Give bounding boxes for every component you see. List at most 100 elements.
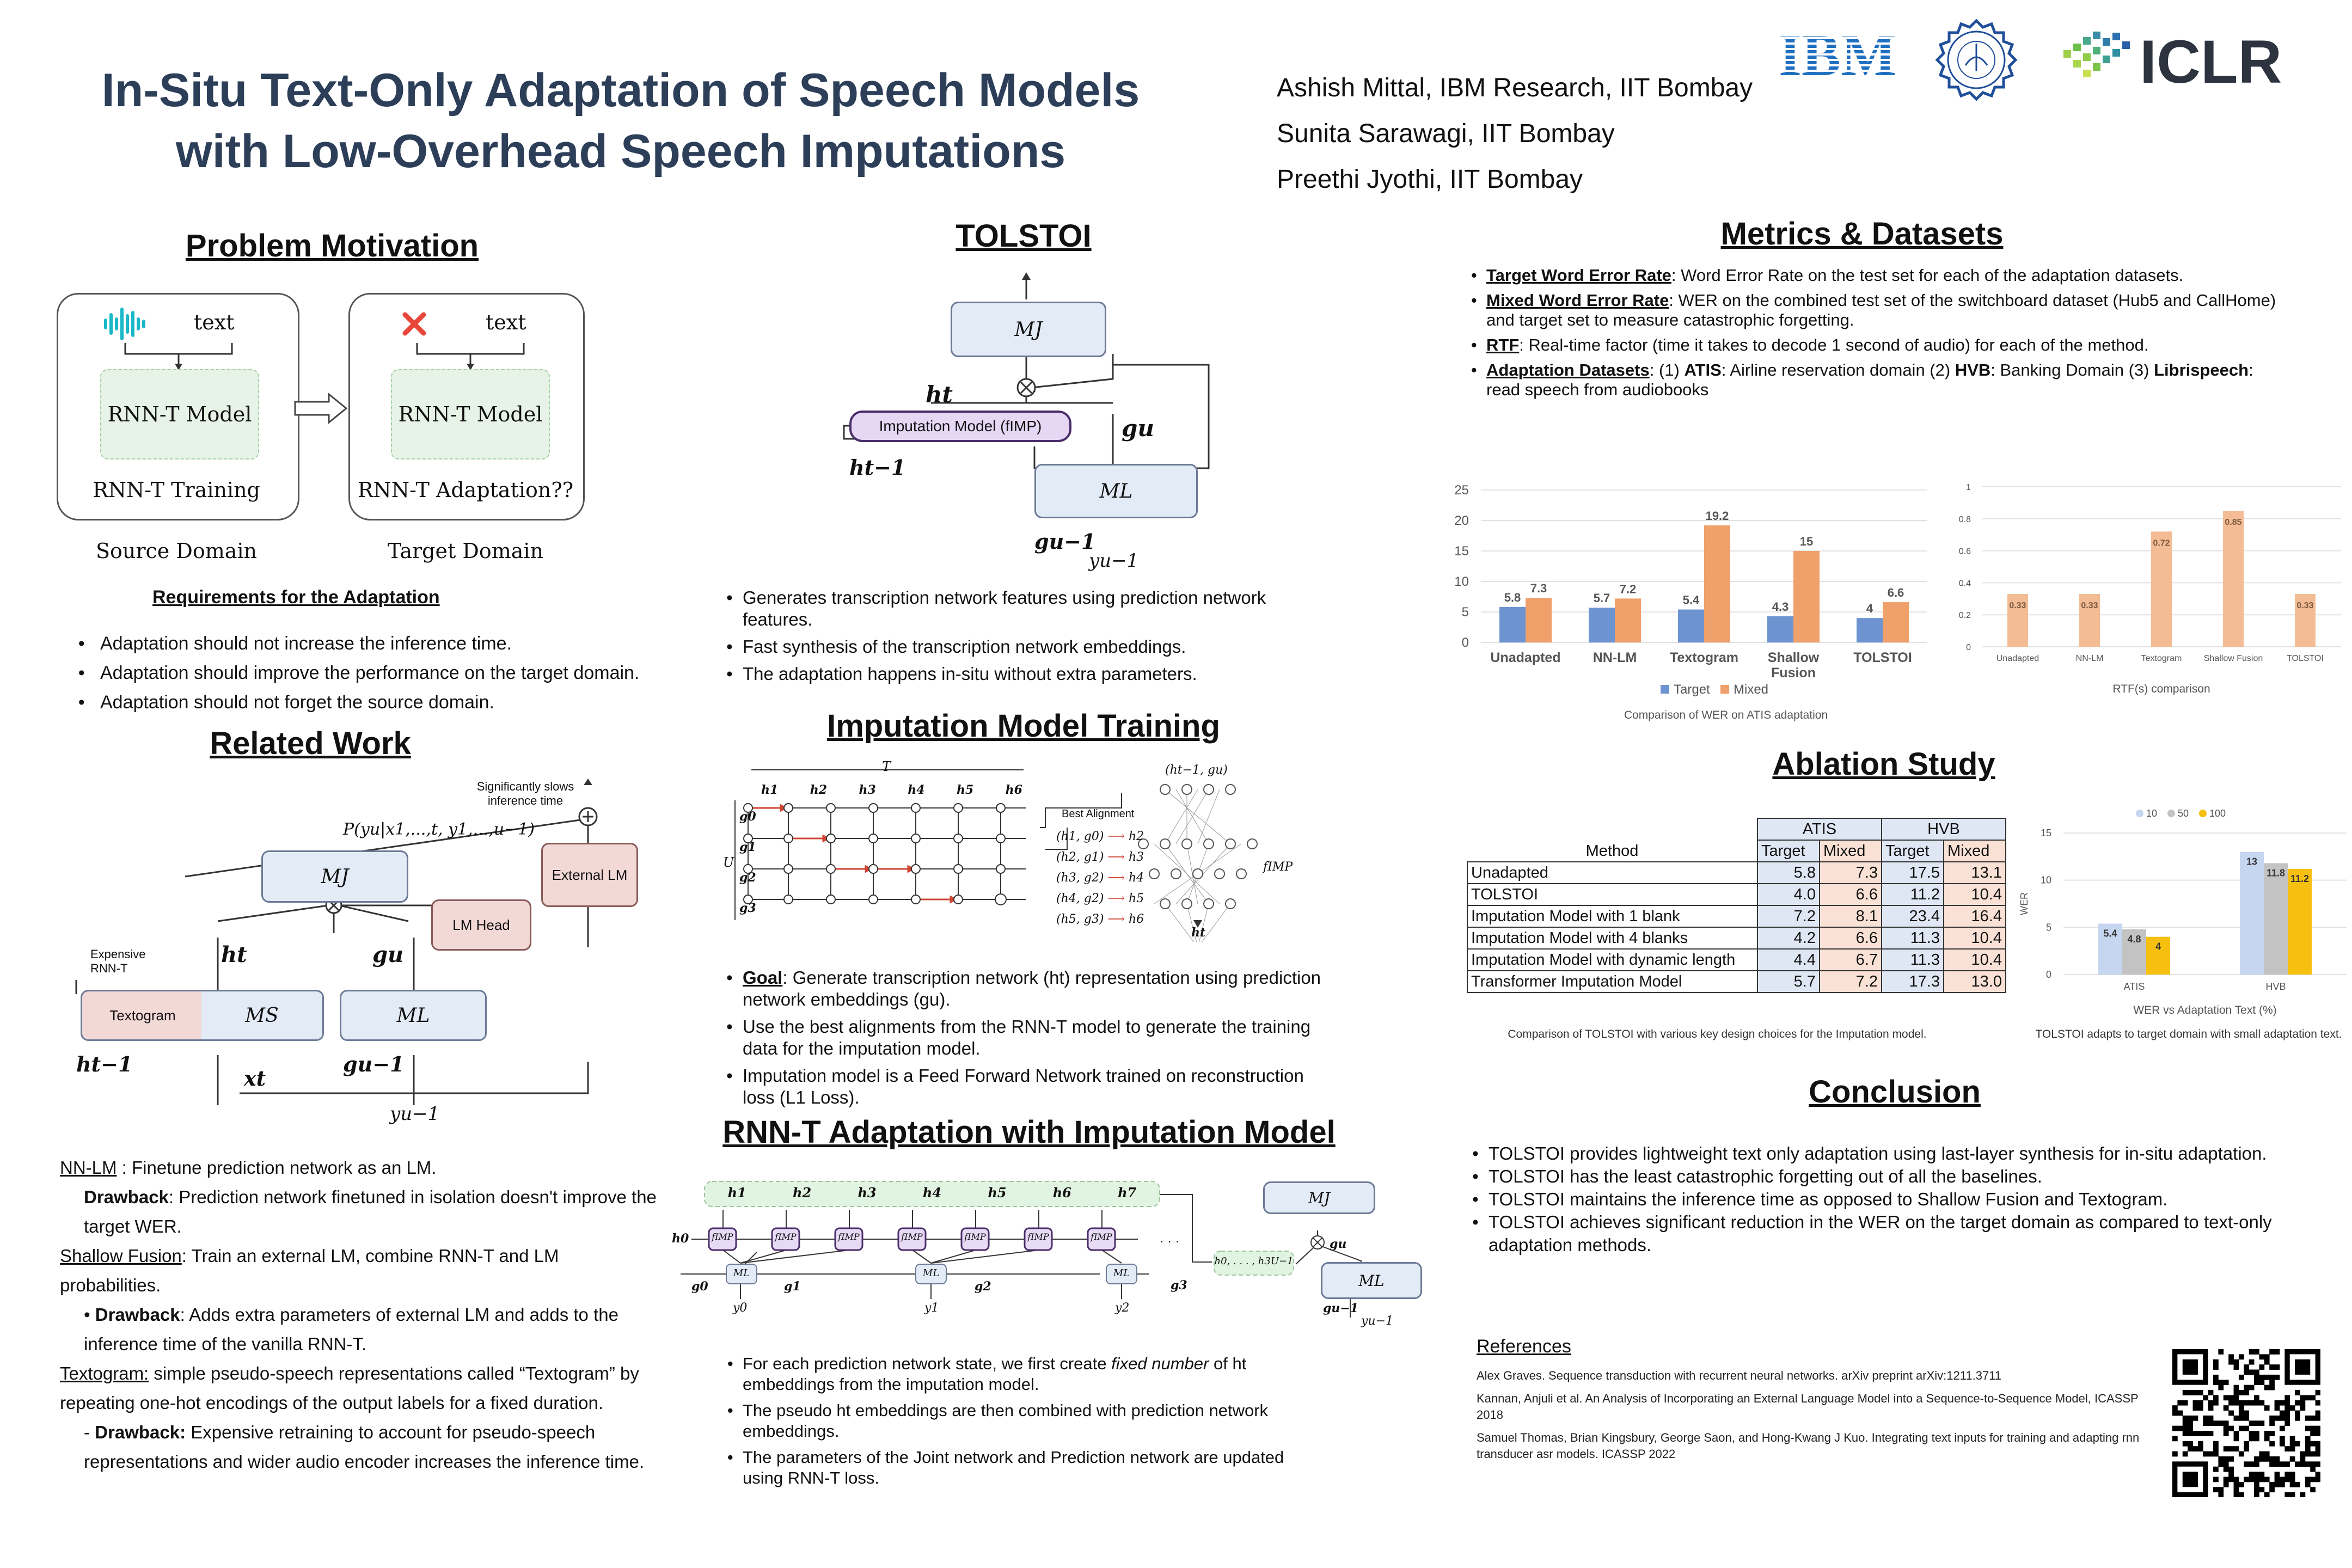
qr-module — [2172, 1410, 2178, 1416]
qr-module — [2182, 1451, 2188, 1457]
qr-module — [2269, 1431, 2275, 1436]
qr-module — [2284, 1400, 2290, 1406]
qr-module — [2218, 1420, 2224, 1426]
grid-column-labels: h1 h2 h3 h4 h5 h6 — [761, 783, 1022, 797]
qr-module — [2213, 1487, 2219, 1493]
value-cell: 10.4 — [1943, 927, 2006, 950]
goal-desc: : Generate transcription network (ht) re… — [743, 967, 1321, 1009]
bar-mixed — [1615, 598, 1641, 642]
qr-module — [2223, 1461, 2229, 1467]
y-tick-label: 0 — [1462, 635, 1469, 650]
fimp-label: fIMP — [838, 1232, 860, 1242]
y-tick-label: 15 — [1454, 544, 1469, 559]
ablation-heading: Ablation Study — [1772, 746, 1995, 782]
data-label: 4 — [1866, 602, 1873, 615]
qr-module — [2300, 1395, 2306, 1401]
bar-target — [1767, 616, 1793, 642]
data-label: 4.3 — [1772, 600, 1789, 614]
y-tick-label: 0 — [2046, 969, 2051, 980]
qr-module — [2197, 1431, 2203, 1436]
qr-module — [2305, 1415, 2311, 1421]
qr-module — [2254, 1369, 2259, 1375]
qr-code[interactable] — [2172, 1349, 2321, 1498]
qr-module — [2310, 1395, 2316, 1401]
tolstoi-joint-box: MJ — [951, 302, 1106, 357]
ffn-output-label: ht — [1191, 926, 1206, 940]
qr-module — [2289, 1436, 2295, 1442]
qr-module — [2233, 1359, 2239, 1365]
reference-item: Kannan, Anjuli et al. An Analysis of Inc… — [1477, 1392, 2139, 1422]
bar-mixed — [1526, 598, 1552, 642]
method-cell: Transformer Imputation Model — [1467, 970, 1758, 993]
metrics-heading: Metrics & Datasets — [1720, 216, 2004, 252]
g-label: g3 — [1171, 1278, 1187, 1293]
qr-module — [2305, 1477, 2311, 1483]
qr-module — [2213, 1451, 2219, 1457]
qr-module — [2197, 1400, 2203, 1406]
qr-module — [2305, 1461, 2311, 1467]
qr-module — [2249, 1359, 2255, 1365]
qr-module — [2269, 1385, 2275, 1391]
legend-entry: Target — [1674, 682, 1710, 697]
qr-module — [2310, 1477, 2316, 1483]
qr-module — [2223, 1405, 2229, 1411]
rtf-bar — [2079, 593, 2100, 647]
qr-module — [2249, 1431, 2255, 1436]
value-cell: 8.1 — [1819, 905, 1882, 928]
qr-module — [2188, 1431, 2193, 1436]
expensive-rnnt-note: Expensive RNN-T — [90, 947, 146, 976]
qr-module — [2259, 1451, 2265, 1457]
qr-module — [2208, 1390, 2214, 1395]
qr-module — [2233, 1487, 2239, 1493]
y-label: y2 — [1115, 1301, 1130, 1315]
qr-module — [2310, 1461, 2316, 1467]
qr-module — [2197, 1390, 2203, 1395]
qr-module — [2259, 1400, 2265, 1406]
grid-col-label: h1 — [761, 783, 779, 797]
qr-module — [2244, 1410, 2250, 1416]
legend-swatch — [1661, 685, 1669, 694]
qr-module — [2238, 1400, 2244, 1406]
qr-module — [2289, 1477, 2295, 1483]
legend-entry: 50 — [2178, 808, 2189, 819]
iclr-pixel-mark — [2063, 32, 2130, 77]
qr-module — [2254, 1395, 2259, 1401]
qr-module — [2233, 1492, 2239, 1498]
alignment-grid-diagram: T U h1 h2 h3 h4 h5 h6 g0 g1 g2 g3 Best A… — [719, 759, 1339, 948]
ablation-table-caption: Comparison of TOLSTOI with various key d… — [1508, 1028, 1927, 1040]
fimp-label: fIMP — [1091, 1232, 1112, 1242]
textogram-box: Textogram — [81, 990, 203, 1041]
qr-module — [2228, 1425, 2234, 1431]
qr-module — [2213, 1380, 2219, 1386]
qr-module — [2177, 1410, 2183, 1416]
iclr-logo-text: ICLR — [2140, 28, 2282, 93]
x-tick-label: NN-LM — [1593, 650, 1637, 665]
qr-module — [2284, 1492, 2290, 1498]
qr-module — [2269, 1461, 2275, 1467]
tolstoi-bullet: Fast synthesis of the transcription netw… — [743, 636, 1339, 658]
y-label: y1 — [924, 1301, 939, 1315]
qr-module — [2269, 1364, 2275, 1370]
qr-module — [2284, 1472, 2290, 1477]
imputation-goal: Goal: Generate transcription network (ht… — [743, 967, 1328, 1010]
ht-label: ht — [221, 942, 247, 967]
qr-module — [2233, 1446, 2239, 1451]
qr-module — [2305, 1395, 2311, 1401]
qr-module — [2249, 1385, 2255, 1391]
qr-module — [2259, 1364, 2265, 1370]
shallow-fusion-term: Shallow Fusion — [60, 1246, 182, 1266]
adaptation-gu-label: gu — [1330, 1237, 1347, 1251]
data-label: 0.33 — [2081, 601, 2098, 610]
qr-module — [2269, 1415, 2275, 1421]
qr-module — [2279, 1441, 2285, 1447]
qr-module — [2279, 1477, 2285, 1483]
qr-module — [2213, 1420, 2219, 1426]
qr-module — [2197, 1446, 2203, 1451]
x-tick-label: NN-LM — [2076, 654, 2104, 663]
grid-u-label: U — [723, 855, 734, 870]
value-cell: 6.6 — [1819, 927, 1882, 950]
gu-minus-1-label: gu−1 — [343, 1052, 405, 1076]
legend-entry: 10 — [2146, 808, 2157, 819]
alignment-pair: (h1, g0) ⟶ h2 — [1056, 830, 1144, 843]
fimp-label: fIMP — [1027, 1232, 1049, 1242]
